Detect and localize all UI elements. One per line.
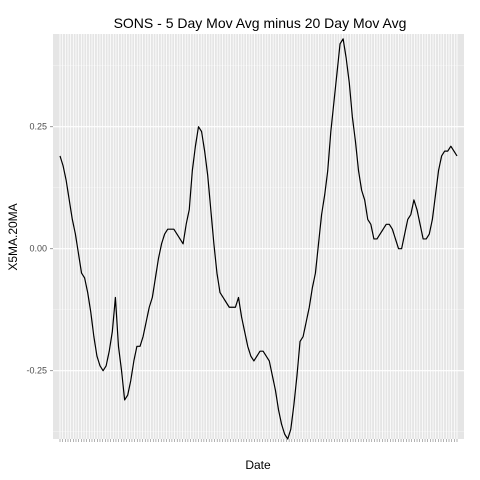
x-axis-ticks bbox=[59, 439, 458, 442]
y-tick-label: -0.25 bbox=[26, 366, 47, 376]
series-line bbox=[59, 38, 458, 440]
x-axis-title: Date bbox=[245, 458, 271, 472]
grid-x bbox=[59, 34, 458, 439]
y-tick-label: 0.00 bbox=[29, 244, 47, 254]
y-axis-title: X5MA.20MA bbox=[6, 203, 20, 270]
series-group bbox=[59, 38, 458, 440]
chart-title: SONS - 5 Day Mov Avg minus 20 Day Mov Av… bbox=[114, 15, 407, 31]
y-tick-label: 0.25 bbox=[29, 122, 47, 132]
y-axis-ticks: -0.25 0.00 0.25 bbox=[26, 122, 53, 376]
plot-panel bbox=[53, 34, 464, 439]
